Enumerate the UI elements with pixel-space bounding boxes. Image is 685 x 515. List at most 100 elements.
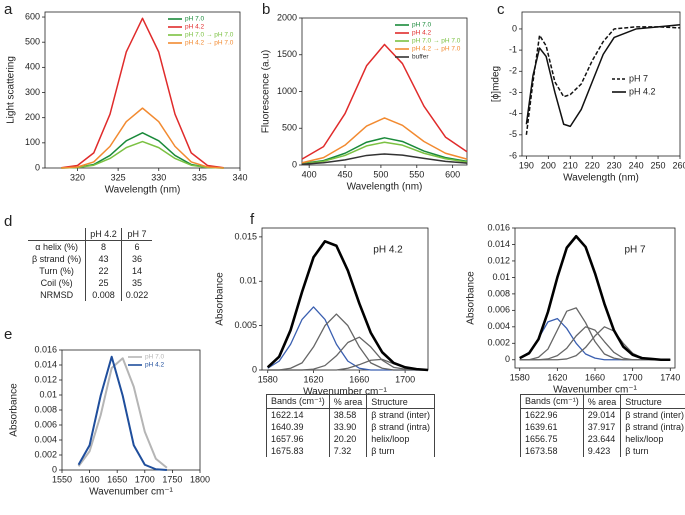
table-row: α helix (%) 8 6 [28, 240, 152, 253]
y-tick-label: 0 [252, 364, 257, 374]
cell: 1639.61 [520, 421, 584, 433]
panel-label: f [250, 211, 255, 228]
table-row: Turn (%) 22 14 [28, 265, 152, 277]
series-line [301, 153, 468, 166]
x-tick-label: 340 [232, 172, 247, 182]
panel-label: e [4, 326, 12, 343]
legend-label: pH 4.2 → pH 7.0 [185, 40, 234, 47]
y-tick-label: 0.004 [487, 321, 510, 331]
table-corner [28, 228, 87, 241]
table-row: 1656.75 23.644 helix/loop [520, 433, 685, 445]
table-row: 1657.96 20.20 helix/loop [266, 433, 435, 445]
x-tick-label: 1620 [304, 374, 324, 384]
legend-label: pH 4.2 → pH 7.0 [412, 46, 461, 53]
x-tick-label: 500 [373, 169, 388, 179]
series-line [61, 17, 224, 169]
cell: β strand (intra) [620, 421, 685, 433]
x-tick-label: 600 [445, 169, 460, 179]
table: Bands (cm⁻¹)% area Structure 1622.96 29.014… [520, 394, 685, 457]
y-tick-label: 500 [282, 123, 297, 133]
table: Bands (cm⁻¹)% area Structure 1622.14 38.58 β… [266, 394, 435, 457]
column-header: Structure [366, 394, 435, 409]
cell: helix/loop [366, 433, 435, 445]
cell: 1657.96 [266, 433, 330, 445]
series-line [267, 313, 428, 371]
column-header: % area [328, 394, 368, 409]
series-line [301, 141, 468, 165]
x-tick-label: 550 [409, 169, 424, 179]
x-tick-label: 330 [151, 172, 166, 182]
x-tick-label: 1550 [52, 474, 72, 484]
x-tick-label: 1620 [547, 372, 567, 382]
cell: 38.58 [328, 408, 368, 421]
row-label: NRMSD [28, 289, 87, 301]
plot-frame [514, 227, 676, 369]
series-line [61, 132, 224, 169]
x-axis-label: Wavenumber cm⁻¹ [89, 487, 173, 498]
legend: pH 7 pH 4.2 [612, 73, 656, 96]
series-line [301, 43, 468, 160]
cell: 29.014 [582, 408, 622, 421]
y-tick-label: 0.005 [234, 320, 257, 330]
x-tick-label: 1700 [395, 374, 415, 384]
cell: 20.20 [328, 433, 368, 445]
series-line [61, 140, 224, 169]
cell: 1622.96 [520, 408, 584, 421]
cell: 43 [85, 253, 122, 265]
table-row: β strand (%) 43 36 [28, 253, 152, 265]
y-tick-label: -2 [509, 66, 517, 76]
y-tick-label: -4 [509, 108, 517, 118]
cell: 23.644 [582, 433, 622, 445]
legend-label: buffer [412, 54, 429, 61]
x-tick-label: 1700 [623, 372, 643, 382]
x-tick-label: 1580 [510, 372, 530, 382]
table-header-row: pH 4.2 pH 7 [28, 228, 153, 241]
y-tick-label: 2000 [277, 12, 297, 22]
legend-label: pH 7.0 → pH 7.0 [412, 38, 461, 45]
cell: 1622.14 [266, 408, 330, 421]
column-header: % area [582, 394, 622, 409]
legend-label: pH 7 [629, 73, 648, 83]
y-tick-label: 200 [25, 112, 40, 122]
row-label: α helix (%) [28, 240, 87, 253]
y-tick-label: 0.014 [487, 239, 510, 249]
y-tick-label: 0.016 [487, 222, 510, 232]
series-line [301, 137, 468, 165]
x-axis-label: Wavelength (nm) [347, 182, 423, 193]
y-tick-label: -3 [509, 87, 517, 97]
x-tick-label: 325 [111, 172, 126, 182]
plot-frame [61, 349, 201, 471]
annotation: pH 4.2 [373, 245, 403, 256]
series-line [77, 355, 167, 471]
y-tick-label: 0.002 [487, 338, 510, 348]
row-label: Coil (%) [28, 277, 87, 289]
table-header-row: Bands (cm⁻¹)% area Structure [520, 394, 685, 409]
y-tick-label: 0.008 [487, 288, 510, 298]
y-tick-label: -1 [509, 44, 517, 54]
cell: 9.423 [582, 445, 622, 457]
table-row: 1640.39 33.90 β strand (intra) [266, 421, 435, 433]
x-axis-label: Wavenumber cm⁻¹ [553, 385, 637, 396]
series-line [301, 117, 468, 164]
x-tick-label: 450 [338, 169, 353, 179]
table-row: 1675.83 7.32 β turn [266, 445, 435, 457]
x-tick-label: 1700 [135, 474, 155, 484]
column-header: Structure [620, 394, 685, 409]
row-label: Turn (%) [28, 265, 87, 277]
x-tick-label: 1800 [190, 474, 210, 484]
table-row: 1622.96 29.014 β strand (inter) [520, 408, 685, 421]
plot-frame [44, 11, 241, 169]
legend-label: pH 4.2 [185, 24, 205, 31]
column-header: Bands (cm⁻¹) [520, 394, 584, 409]
table-row: 1639.61 37.917 β strand (intra) [520, 421, 685, 433]
y-tick-label: -6 [509, 150, 517, 160]
y-axis-label: [ϕ]mdeg [491, 66, 502, 102]
y-tick-label: 600 [25, 11, 40, 21]
x-tick-label: 1580 [258, 374, 278, 384]
x-tick-label: 320 [70, 172, 85, 182]
y-axis-label: Fluorescence (a.u) [261, 50, 272, 133]
x-tick-label: 1660 [349, 374, 369, 384]
series-line [267, 306, 428, 371]
